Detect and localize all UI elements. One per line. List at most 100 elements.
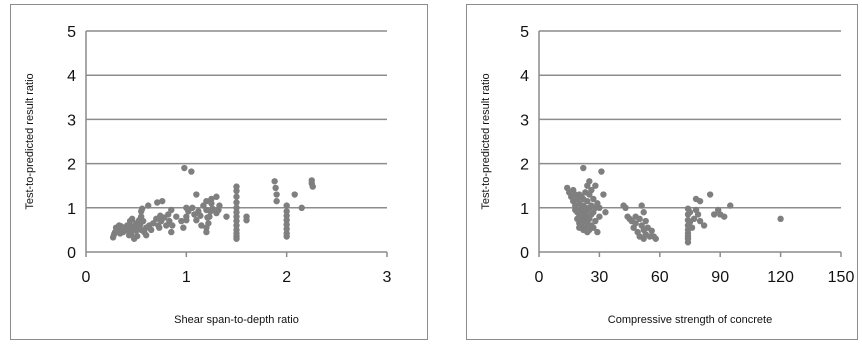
data-point (168, 228, 175, 236)
data-point (596, 204, 603, 211)
y-tick-label: 2 (520, 157, 529, 174)
data-point (592, 217, 599, 225)
data-point (602, 209, 609, 216)
data-point (138, 205, 146, 212)
data-point (590, 195, 597, 203)
data-point (298, 204, 305, 211)
y-tick-label: 4 (67, 68, 76, 85)
data-point (208, 195, 215, 203)
data-point (168, 206, 175, 214)
data-point (169, 222, 176, 229)
data-point (283, 221, 290, 228)
data-point (203, 228, 210, 236)
data-point (648, 227, 655, 234)
data-point (233, 213, 240, 220)
data-point (189, 204, 196, 211)
y-tick-label: 3 (67, 112, 76, 129)
data-point (156, 224, 163, 231)
data-point (283, 225, 290, 233)
data-point (584, 197, 591, 205)
data-point (197, 212, 204, 219)
data-point (154, 199, 161, 206)
data-point (133, 232, 141, 240)
data-point (271, 178, 278, 185)
data-point (283, 216, 290, 224)
y-tick-label: 0 (520, 245, 529, 262)
data-point (181, 164, 188, 172)
data-point (208, 200, 215, 207)
x-axis-label: Shear span-to-depth ratio (174, 314, 299, 326)
data-point (684, 239, 692, 246)
x-tick-label: 120 (767, 269, 794, 286)
data-point (272, 184, 279, 192)
y-tick-label: 1 (67, 201, 76, 218)
data-point (309, 183, 316, 190)
data-point (636, 215, 643, 223)
y-tick-label: 2 (67, 157, 76, 174)
chart-panel-left: 0 1 2 3 4 5 0 1 2 3 Shear span-to-depth ratio Test-… (10, 4, 428, 340)
data-point (178, 217, 185, 225)
data-point (198, 222, 205, 229)
data-point (686, 209, 694, 216)
data-point (233, 217, 240, 225)
x-tick-label: 1 (182, 269, 191, 286)
x-tick-label: 3 (383, 269, 392, 286)
data-point (706, 191, 714, 198)
data-point (291, 191, 298, 198)
data-point (233, 222, 240, 229)
chart-panel-right: 0 1 2 3 4 5 0 30 60 90 120 150 Compressive strength … (466, 4, 858, 340)
data-point (145, 202, 152, 209)
y-tick-label: 5 (520, 24, 529, 41)
data-point (580, 164, 587, 172)
data-point (188, 168, 195, 175)
data-point (193, 191, 200, 198)
data-point (233, 235, 240, 242)
data-point (640, 209, 647, 216)
data-point (233, 183, 240, 190)
x-tick-label: 2 (282, 269, 291, 286)
data-point (622, 204, 629, 211)
data-point (598, 168, 605, 175)
x-tick-label: 150 (828, 269, 855, 286)
x-tick-label: 0 (535, 269, 544, 286)
data-point (193, 216, 200, 224)
y-tick-label: 3 (520, 112, 529, 129)
data-point (690, 215, 698, 223)
y-tick-label: 4 (520, 68, 529, 85)
data-point (143, 232, 150, 239)
data-point (696, 197, 704, 205)
data-point (243, 216, 250, 224)
data-point (700, 222, 708, 229)
data-point (283, 233, 290, 240)
x-tick-label: 60 (651, 269, 669, 286)
x-axis-label: Compressive strength of concrete (608, 314, 772, 326)
data-point (233, 193, 240, 200)
data-point (128, 215, 136, 223)
y-axis-label: Test-to-predicted result ratio (480, 73, 492, 209)
scatter-chart-right: 0 1 2 3 4 5 0 30 60 90 120 150 Compressive strength … (480, 24, 855, 326)
data-point (632, 220, 639, 227)
data-point (586, 178, 593, 185)
data-point (596, 213, 603, 220)
y-tick-label: 5 (67, 24, 76, 41)
data-point (209, 205, 216, 212)
data-point (642, 217, 649, 225)
data-point (213, 193, 220, 200)
data-point (206, 213, 213, 220)
data-point (652, 235, 659, 242)
data-point (600, 191, 607, 198)
data-point (139, 217, 147, 225)
data-point (180, 224, 187, 231)
y-tick-label: 0 (67, 245, 76, 262)
data-point (205, 220, 212, 227)
y-axis-label: Test-to-predicted result ratio (24, 73, 36, 209)
data-point (594, 228, 601, 236)
x-tick-label: 0 (82, 269, 91, 286)
data-point (173, 213, 180, 220)
data-point (203, 197, 210, 205)
data-point (273, 197, 280, 205)
data-point (777, 215, 784, 223)
data-point (283, 208, 290, 215)
data-point (216, 202, 223, 209)
data-point (223, 213, 230, 220)
